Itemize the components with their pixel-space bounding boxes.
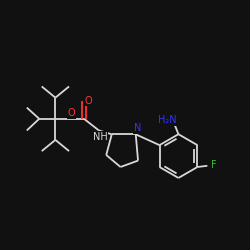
Text: O: O (68, 108, 75, 118)
Text: O: O (84, 96, 92, 106)
Text: F: F (211, 160, 216, 170)
Text: N: N (134, 123, 141, 133)
Text: NH: NH (93, 132, 108, 142)
Text: H₂N: H₂N (158, 115, 176, 125)
